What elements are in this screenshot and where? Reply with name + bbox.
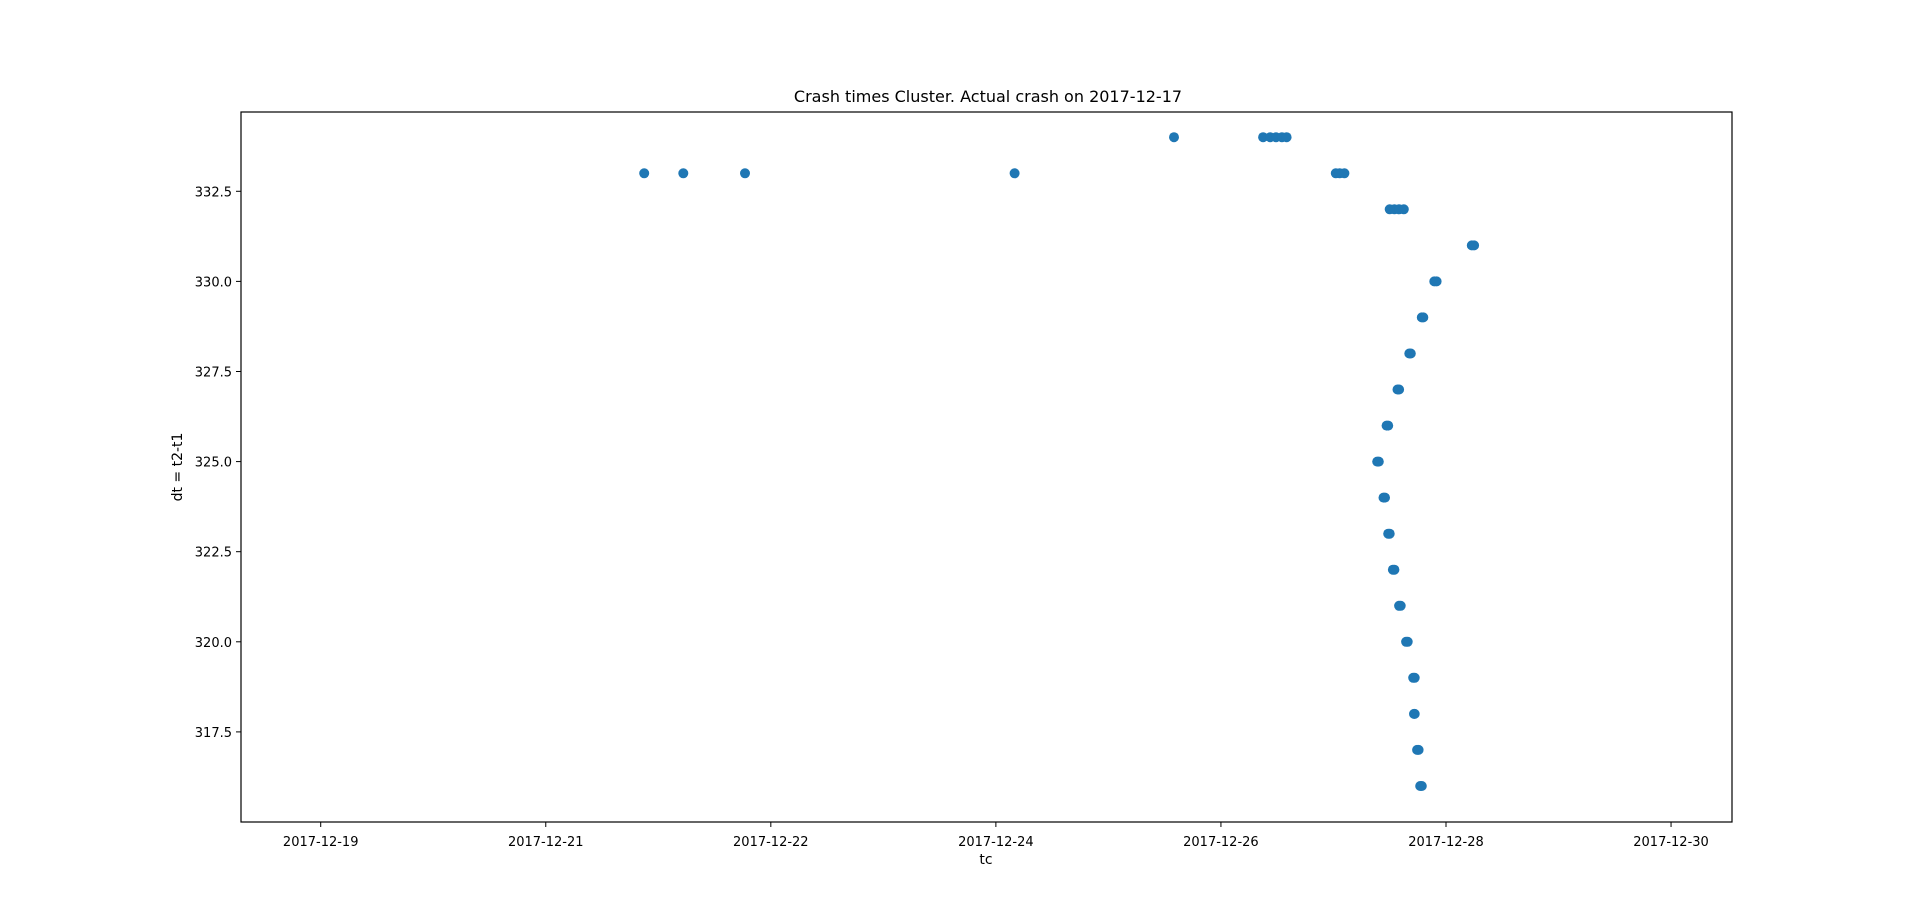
data-point (1009, 168, 1020, 179)
data-point (1339, 168, 1350, 179)
x-tick-label: 2017-12-19 (283, 835, 359, 850)
data-point (1402, 636, 1413, 647)
data-point (1409, 672, 1420, 683)
data-point (740, 168, 750, 179)
data-point (1394, 384, 1405, 395)
data-point (1409, 708, 1420, 719)
data-point (1389, 564, 1400, 575)
x-tick-label: 2017-12-22 (733, 835, 809, 850)
y-axis-ticks: 317.5 320.0 322.5 325.0 327.5 330.0 332.5 (195, 185, 241, 741)
x-tick-label: 2017-12-30 (1633, 835, 1709, 850)
x-axis-label: tc (979, 852, 992, 868)
data-points (639, 132, 1480, 791)
y-tick-label: 320.0 (195, 636, 232, 651)
x-axis-ticks: 2017-12-19 2017-12-21 2017-12-22 2017-12-24… (283, 822, 1709, 850)
y-tick-label: 317.5 (195, 726, 232, 741)
plot-area (240, 111, 1733, 823)
data-point (1281, 132, 1292, 143)
data-point (639, 168, 650, 179)
y-tick-label: 327.5 (195, 365, 232, 380)
data-point (1469, 240, 1480, 251)
data-point (1169, 132, 1179, 143)
x-tick-label: 2017-12-24 (958, 835, 1034, 850)
data-point (1405, 348, 1416, 359)
data-point (1380, 492, 1390, 503)
x-tick-label: 2017-12-21 (508, 835, 584, 850)
chart-title: Crash times Cluster. Actual crash on 201… (794, 87, 1182, 106)
data-point (1258, 132, 1269, 143)
y-tick-label: 330.0 (195, 275, 232, 290)
data-point (1431, 276, 1442, 287)
y-tick-label: 332.5 (195, 185, 232, 200)
data-point (1416, 781, 1427, 791)
y-axis-label: dt = t2-t1 (170, 433, 186, 502)
data-point (1398, 204, 1409, 215)
x-tick-label: 2017-12-26 (1183, 835, 1259, 850)
data-point (1395, 600, 1406, 611)
data-point (678, 168, 689, 179)
y-tick-label: 325.0 (195, 456, 232, 471)
data-point (1383, 420, 1394, 431)
data-point (1413, 744, 1424, 755)
data-point (1373, 456, 1384, 467)
x-tick-label: 2017-12-28 (1408, 835, 1484, 850)
data-point (1418, 312, 1429, 323)
data-point (1384, 528, 1395, 539)
y-tick-label: 322.5 (195, 546, 232, 561)
